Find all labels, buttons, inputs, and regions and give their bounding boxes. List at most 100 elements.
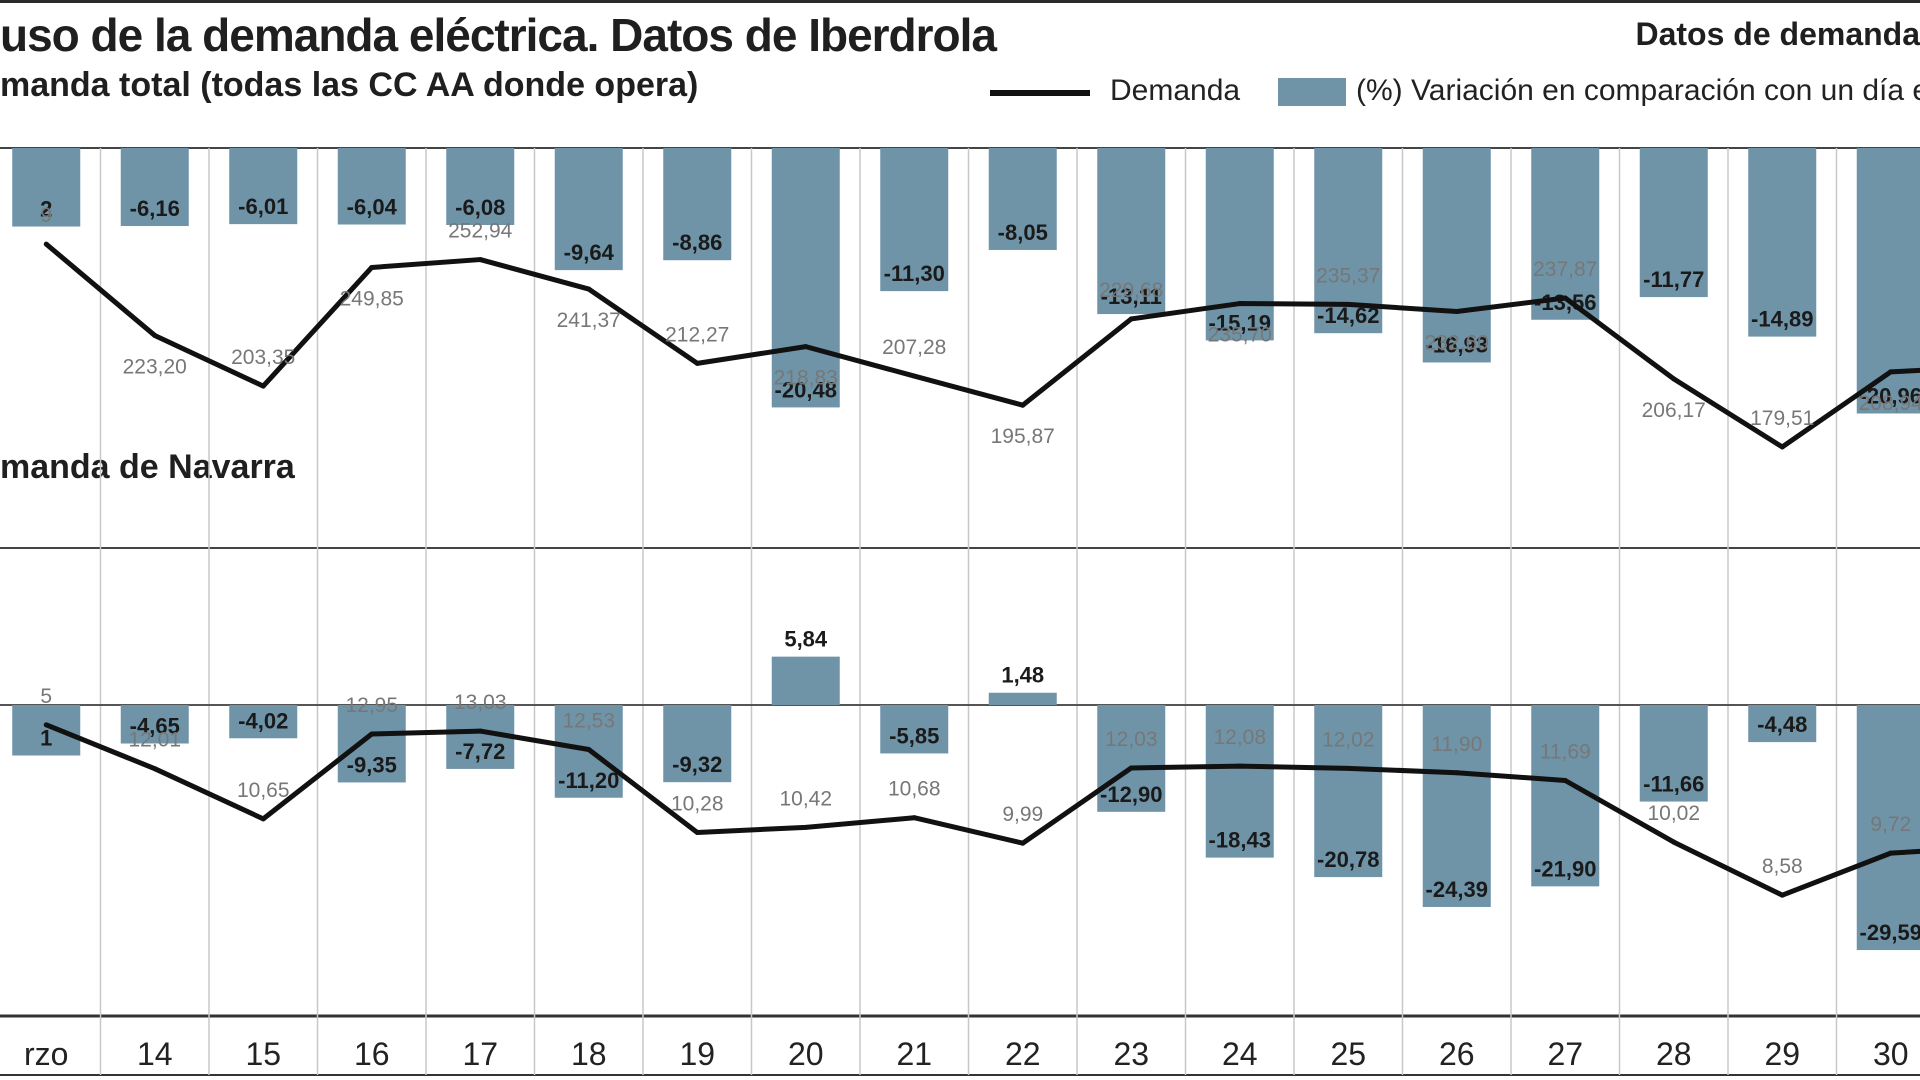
bar [446,148,515,226]
line-value-label: 218,83 [774,367,838,390]
bar [1314,705,1383,878]
x-tick-label: 25 [1330,1036,1366,1072]
bar-value-label: -4,65 [130,714,180,739]
demand-point [694,829,700,835]
x-tick-label: 14 [137,1036,173,1072]
bar [1639,705,1708,802]
bar-value-label: -9,32 [672,752,722,777]
demand-point [152,332,158,338]
bar-value-label: -15,19 [1209,310,1271,335]
bar-value-label: -21,90 [1534,856,1596,881]
bar-value-label: -9,35 [347,752,397,777]
demand-point [1888,850,1894,856]
bar-value-label: -29,59 [1860,920,1920,945]
line-value-label: 11,90 [1431,733,1482,756]
bar [229,705,298,739]
line-value-label: 10,02 [1647,802,1700,825]
demand-point [1454,308,1460,314]
bar [337,148,406,225]
panel-navarra-title: manda de Navarra [0,448,295,486]
x-tick-label: 23 [1113,1036,1149,1072]
demand-line [44,242,1920,450]
bar-value-label: -6,16 [130,196,180,221]
bar [988,692,1057,705]
demand-point [369,731,375,737]
demand-point [911,815,917,821]
bar [12,148,81,227]
demand-point [1779,444,1785,450]
line-value-label: 235,37 [1316,264,1380,287]
legend-line-swatch [990,90,1090,96]
legend-line-label: Demanda [1110,74,1241,107]
line-value-label: 223,20 [123,355,187,378]
line-value-label: 12,95 [345,694,398,717]
bar-value-label: -13,11 [1101,284,1162,309]
bar-value-label: 2 [40,197,52,222]
x-tick-label: 30 [1873,1036,1909,1072]
x-tick-label: 19 [679,1036,715,1072]
bar [1205,705,1274,858]
bar [229,148,298,225]
bar [1639,148,1708,298]
bar-value-label: -11,30 [884,261,945,286]
line-value-label: 212,27 [665,323,729,346]
line-value-label: 12,53 [562,710,615,733]
demand-point [1562,777,1568,783]
line-value-label: 249,85 [340,287,404,310]
x-tick-label: 20 [788,1036,824,1072]
demand-point [586,286,592,292]
bar [554,148,623,271]
demand-point [803,344,809,350]
bar [880,148,949,292]
line-value-label: 9 [40,204,52,227]
line-value-label: 12,08 [1213,726,1266,749]
line-value-label: 203,35 [231,346,295,369]
bar [12,705,81,756]
bar [988,148,1057,250]
bar [1097,148,1166,315]
demand-point [477,257,483,263]
bar-value-label: -9,64 [564,240,615,265]
bar-value-label: -8,05 [998,220,1048,245]
bar [1748,705,1817,743]
bar-value-label: -6,08 [455,195,505,220]
x-tick-label: 15 [245,1036,281,1072]
bar [120,705,189,744]
demand-point [1454,770,1460,776]
x-tick-label: 21 [896,1036,932,1072]
bar [663,148,732,261]
line-value-label: 9,99 [1002,803,1043,826]
bar-value-label: -12,90 [1100,782,1162,807]
line-value-label: 12,02 [1322,728,1375,751]
line-value-label: 241,37 [557,309,621,332]
demand-point [1020,402,1026,408]
x-tick-label: 26 [1439,1036,1475,1072]
line-value-label: 12,01 [128,729,181,752]
bar-value-label: -7,72 [455,739,505,764]
bar [1748,148,1817,337]
bar [771,656,840,705]
bar-value-label: 1 [40,726,52,751]
bar-value-label: -6,01 [238,194,288,219]
bar [1422,705,1491,907]
demand-point [1345,765,1351,771]
line-value-label: 229,68 [1099,279,1163,302]
legend-bar-swatch [1278,78,1346,106]
bar [1422,148,1491,363]
bar [1856,705,1920,951]
line-value-label: 208,94 [1859,392,1920,415]
line-value-label: 11,69 [1540,740,1591,763]
line-value-label: 8,58 [1762,855,1803,878]
demand-point [1237,763,1243,769]
line-value-label: 232,60 [1425,331,1489,354]
bar-value-label: -18,43 [1209,828,1271,853]
x-tick-label: 16 [354,1036,390,1072]
line-value-label: 195,87 [991,425,1055,448]
line-value-label: 206,17 [1642,399,1706,422]
bar-value-label: -16,93 [1426,332,1488,357]
x-tick-label: 27 [1547,1036,1583,1072]
x-tick-label: 18 [571,1036,607,1072]
demand-point [1562,295,1568,301]
bar-value-label: -5,85 [889,723,939,748]
